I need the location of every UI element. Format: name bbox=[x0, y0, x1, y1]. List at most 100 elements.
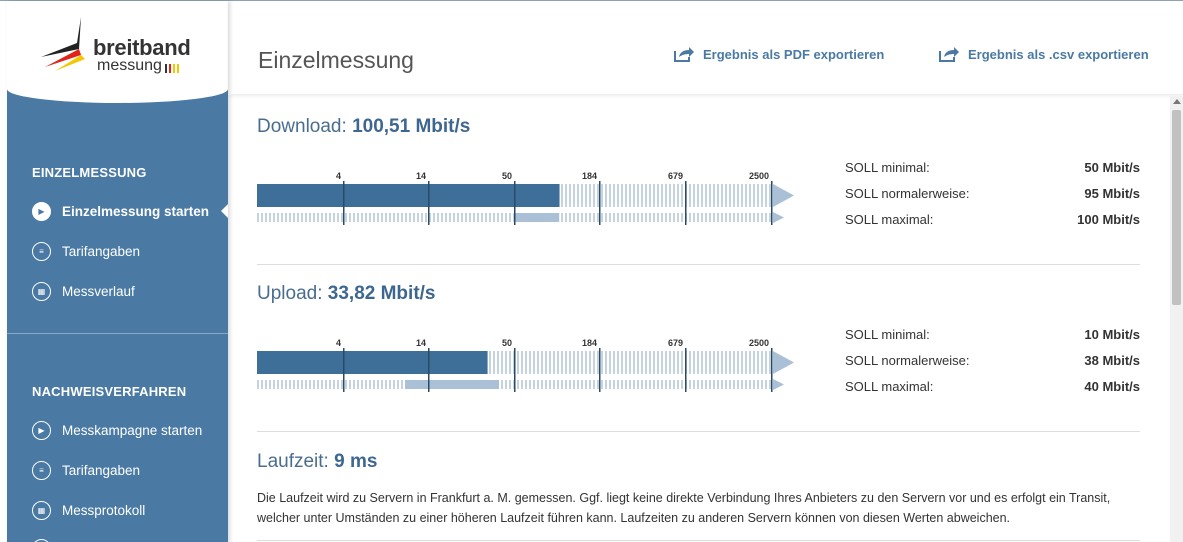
upload-soll-min-label: SOLL minimal: bbox=[845, 327, 930, 342]
contract-track-stripe bbox=[269, 380, 271, 389]
active-indicator bbox=[221, 204, 228, 218]
contract-track-stripe bbox=[653, 380, 655, 389]
contract-track-stripe bbox=[281, 213, 283, 222]
contract-track-stripe bbox=[385, 213, 387, 222]
gauge-track-stripe bbox=[693, 184, 695, 207]
nav-item-tarifangaben-2[interactable]: ≡ Tarifangaben bbox=[32, 458, 140, 482]
download-soll-max-value: 100 Mbit/s bbox=[1077, 212, 1140, 227]
nav-item-label: Messkampagne starten bbox=[62, 422, 203, 438]
contract-track-stripe bbox=[365, 213, 367, 222]
gauge-track-stripe bbox=[629, 351, 631, 374]
gauge-track-stripe bbox=[569, 351, 571, 374]
contract-track-stripe bbox=[501, 213, 503, 222]
gauge-track-stripe bbox=[537, 351, 539, 374]
contract-track-stripe bbox=[301, 380, 303, 389]
scale-tick-label: 679 bbox=[668, 171, 683, 181]
contract-track-stripe bbox=[333, 213, 335, 222]
gauge-track-stripe bbox=[589, 351, 591, 374]
gauge-track-stripe bbox=[661, 351, 663, 374]
scroll-thumb[interactable] bbox=[1172, 110, 1181, 305]
contract-track-stripe bbox=[465, 213, 467, 222]
nav-item-messverlauf[interactable]: ▦ Messverlauf bbox=[32, 279, 135, 303]
contract-track-stripe bbox=[365, 380, 367, 389]
contract-track-stripe bbox=[669, 380, 671, 389]
gauge-track-stripe bbox=[729, 184, 731, 207]
nav-item-label: Tarifangaben bbox=[62, 243, 141, 259]
section-divider bbox=[257, 431, 1140, 432]
user-card-icon: ≡ bbox=[32, 241, 51, 261]
contract-track-stripe bbox=[701, 213, 703, 222]
contract-track-stripe bbox=[369, 213, 371, 222]
gauge-track-stripe bbox=[601, 184, 603, 207]
scale-tick-line bbox=[599, 348, 601, 392]
scale-tick-line bbox=[428, 348, 430, 392]
contract-range-bar bbox=[405, 380, 499, 389]
vertical-scrollbar[interactable] bbox=[1170, 96, 1183, 542]
contract-track-stripe bbox=[409, 213, 411, 222]
scroll-up-arrow-icon[interactable] bbox=[1173, 99, 1181, 104]
contract-track-stripe bbox=[533, 380, 535, 389]
contract-track-stripe bbox=[697, 380, 699, 389]
play-icon: ▶ bbox=[32, 201, 51, 221]
contract-track-stripe bbox=[621, 380, 623, 389]
contract-track-stripe bbox=[405, 213, 407, 222]
nav-item-more[interactable] bbox=[32, 536, 62, 542]
export-pdf-button[interactable]: Ergebnis als PDF exportieren bbox=[673, 45, 884, 63]
contract-track-stripe bbox=[577, 213, 579, 222]
contract-track-stripe bbox=[609, 380, 611, 389]
scale-tick-line bbox=[514, 181, 516, 225]
gauge-track-stripe bbox=[721, 184, 723, 207]
gauge-track-stripe bbox=[765, 351, 767, 374]
contract-track-stripe bbox=[541, 380, 543, 389]
contract-track-stripe bbox=[717, 213, 719, 222]
gauge-track-stripe bbox=[525, 351, 527, 374]
gauge-track-stripe bbox=[753, 184, 755, 207]
contract-track-stripe bbox=[749, 380, 751, 389]
contract-track-stripe bbox=[293, 380, 295, 389]
contract-track-stripe bbox=[509, 380, 511, 389]
gauge-track-stripe bbox=[761, 351, 763, 374]
scale-tick-line bbox=[343, 348, 345, 392]
contract-track-stripe bbox=[681, 380, 683, 389]
gauge-track-stripe bbox=[645, 351, 647, 374]
contract-track-stripe bbox=[321, 380, 323, 389]
contract-track-stripe bbox=[265, 213, 267, 222]
download-gauge: 4 14 50 184 679 2500 bbox=[257, 171, 794, 225]
gauge-track-stripe bbox=[713, 184, 715, 207]
contract-track-stripe bbox=[525, 380, 527, 389]
upload-soll-max-value: 40 Mbit/s bbox=[1084, 379, 1140, 394]
contract-track-stripe bbox=[617, 213, 619, 222]
contract-track-stripe bbox=[605, 380, 607, 389]
gauge-track-stripe bbox=[501, 351, 503, 374]
gauge-track-stripe bbox=[665, 351, 667, 374]
contract-track-stripe bbox=[769, 380, 771, 389]
contract-track-stripe bbox=[425, 213, 427, 222]
gauge-track-stripe bbox=[509, 351, 511, 374]
contract-track-stripe bbox=[457, 213, 459, 222]
nav-item-einzelmessung-starten[interactable]: ▶ Einzelmessung starten bbox=[32, 199, 209, 223]
contract-track-stripe bbox=[281, 380, 283, 389]
contract-track-stripe bbox=[641, 380, 643, 389]
contract-track-stripe bbox=[665, 213, 667, 222]
contract-track-stripe bbox=[301, 213, 303, 222]
gauge-track-stripe bbox=[721, 351, 723, 374]
nav-item-messprotokoll[interactable]: ▦ Messprotokoll bbox=[32, 498, 145, 522]
contract-track-stripe bbox=[553, 380, 555, 389]
nav-item-tarifangaben[interactable]: ≡ Tarifangaben bbox=[32, 239, 140, 263]
export-csv-button[interactable]: Ergebnis als .csv exportieren bbox=[938, 45, 1149, 63]
contract-track-stripe bbox=[341, 213, 343, 222]
contract-track-stripe bbox=[521, 380, 523, 389]
breitbandmessung-logo[interactable]: breitband messung bbox=[41, 13, 191, 83]
gauge-track-stripe bbox=[717, 184, 719, 207]
gauge-track-stripe bbox=[745, 351, 747, 374]
nav-item-messkampagne-starten[interactable]: ▶ Messkampagne starten bbox=[32, 418, 202, 442]
contract-track-stripe bbox=[297, 380, 299, 389]
contract-track-stripe bbox=[725, 213, 727, 222]
scale-tick-label: 184 bbox=[582, 338, 597, 348]
contract-track-stripe bbox=[705, 213, 707, 222]
export-icon bbox=[939, 47, 959, 62]
gauge-track-stripe bbox=[625, 351, 627, 374]
contract-track-stripe bbox=[325, 213, 327, 222]
gauge-track-stripe bbox=[697, 351, 699, 374]
section-divider bbox=[257, 540, 1140, 541]
